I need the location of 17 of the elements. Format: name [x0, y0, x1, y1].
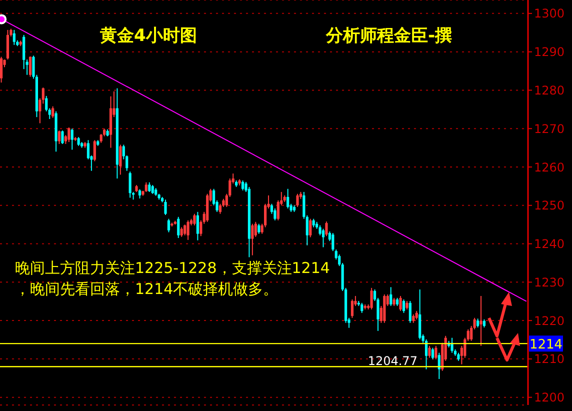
y-tick-label: 1230	[534, 275, 565, 290]
annotation: 1204.77	[368, 354, 418, 368]
y-tick-label: 1270	[534, 122, 565, 136]
annotation: ，晚间先看回落，1214不破择机做多。	[15, 280, 278, 299]
y-tick-label: 1300	[534, 6, 565, 21]
y-tick-label: 1240	[534, 237, 565, 252]
y-tick-label: 1280	[534, 83, 565, 98]
annotation: 晚间上方阻力关注1225-1228，支撑关注1214	[15, 259, 330, 278]
y-tick-label: 1210	[534, 352, 565, 366]
y-tick-label: 1260	[534, 160, 565, 174]
y-tick-label: 1290	[534, 45, 565, 60]
ref-line-label: 1214	[529, 338, 563, 353]
text: 黄金4小时图	[100, 25, 197, 47]
y-tick-label: 1250	[534, 198, 565, 213]
text: 分析师程金臣-撰	[326, 25, 452, 47]
y-tick-label: 1200	[534, 390, 565, 405]
y-tick-label: 1220	[534, 314, 565, 328]
